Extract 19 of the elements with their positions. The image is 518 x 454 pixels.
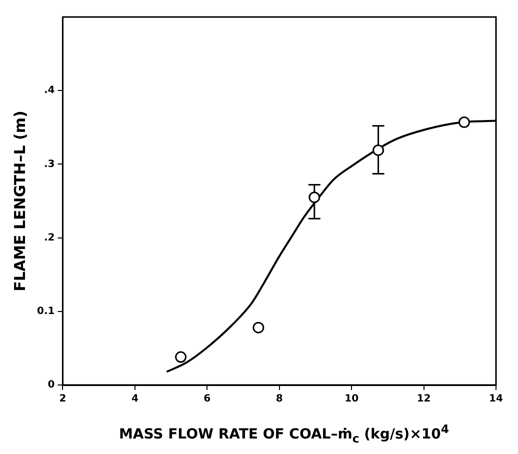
y-tick-label: .3	[44, 158, 55, 170]
point	[372, 144, 384, 156]
point	[175, 351, 187, 363]
point	[458, 116, 470, 128]
x-tick-label: 6	[204, 394, 211, 405]
y-tick-label: .2	[44, 232, 55, 244]
x-axis-title: MASS FLOW RATE OF COAL–ṁ$_{c}$ (kg/s)×10$^{4}$	[118, 422, 450, 446]
x-tick-label: 14	[489, 394, 503, 405]
x-tick-label: 8	[276, 394, 283, 405]
point	[252, 322, 264, 334]
x-tick-label: 10	[344, 394, 359, 405]
y-tick-label: 0.1	[36, 306, 55, 317]
x-tick-label: 2	[59, 394, 66, 405]
y-axis-title: FLAME LENGTH–L (m)	[10, 110, 29, 292]
point	[308, 192, 320, 204]
y-tick-label: 0	[48, 380, 55, 391]
x-tick-label: 4	[131, 394, 138, 405]
x-tick-label: 12	[416, 394, 431, 405]
y-tick-label: .4	[44, 85, 55, 96]
